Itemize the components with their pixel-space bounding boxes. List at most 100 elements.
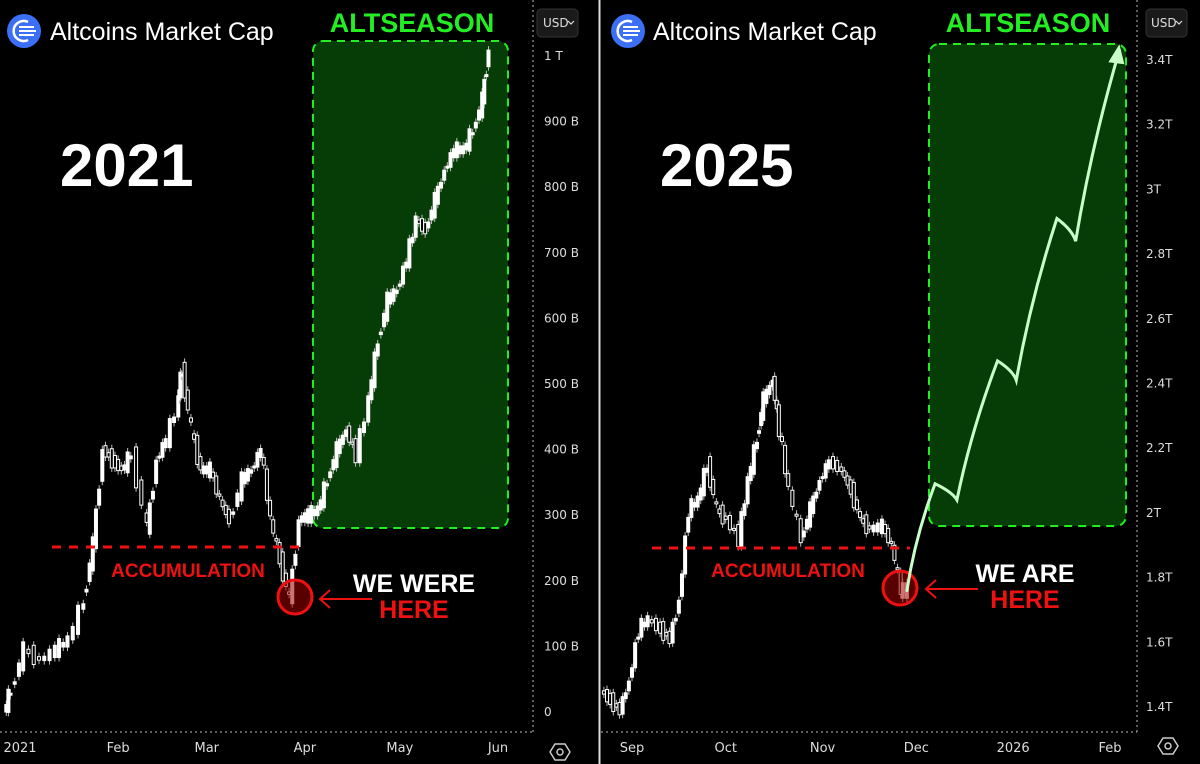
y-tick-label: 2T: [1146, 506, 1162, 520]
altseason-label: ALTSEASON: [946, 8, 1111, 38]
gear-hexagon-icon[interactable]: [549, 743, 571, 761]
x-tick-label: 2026: [997, 741, 1030, 756]
candle: [658, 621, 663, 634]
candle: [676, 599, 681, 614]
candle: [195, 434, 200, 465]
candle: [842, 470, 847, 478]
candle: [178, 371, 183, 399]
candle: [464, 142, 469, 151]
candle: [90, 536, 95, 572]
candle: [761, 391, 766, 421]
candle: [783, 444, 788, 475]
candle: [439, 181, 444, 189]
candle: [473, 121, 478, 129]
candle: [122, 464, 127, 471]
candle: [748, 466, 753, 482]
candle: [100, 449, 105, 482]
candle: [854, 499, 859, 511]
candle: [413, 215, 418, 238]
arrow-head-icon: [1108, 44, 1125, 65]
candle: [664, 632, 669, 637]
candle: [223, 504, 228, 516]
candle: [353, 438, 358, 464]
candle: [486, 49, 491, 68]
candle: [714, 501, 719, 505]
y-axis-ticks[interactable]: 1.4T 1.6T 1.8T 2T 2.2T 2.4T 2.6T 2.8T 3T 3.2T 3.4T: [1146, 53, 1173, 714]
candle: [794, 513, 799, 517]
candle: [723, 515, 728, 520]
candle: [337, 438, 342, 455]
gear-hexagon-icon[interactable]: [1157, 737, 1179, 755]
candle: [264, 468, 269, 501]
candle: [150, 490, 155, 500]
candle: [442, 169, 447, 181]
candle: [328, 471, 333, 479]
candle: [357, 428, 362, 464]
candle: [630, 667, 634, 678]
y-tick-label: 1 T: [544, 49, 563, 63]
candle: [93, 508, 98, 550]
candle: [889, 540, 894, 544]
x-tick-label: Nov: [810, 741, 836, 756]
y-tick-label: 2.4T: [1146, 377, 1173, 391]
candle: [226, 508, 231, 525]
y-axis-ticks[interactable]: 0 100 B 200 B 300 B 400 B 500 B 600 B 700 B 800 …: [544, 49, 579, 719]
candle: [112, 455, 117, 469]
candle: [302, 512, 307, 523]
candle: [125, 451, 130, 474]
candle: [144, 512, 149, 523]
candle: [299, 515, 304, 523]
chart-panel-2025: ALTSEASON ACCUMULATION WE ARE HERE Altco…: [601, 0, 1188, 756]
candles: [601, 372, 909, 719]
candle: [477, 109, 482, 121]
candle: [76, 604, 81, 635]
candle: [608, 692, 613, 705]
candle: [235, 492, 240, 507]
candle: [258, 448, 263, 458]
candle: [754, 441, 759, 450]
candle: [198, 456, 203, 471]
currency-selector[interactable]: USD: [536, 8, 579, 38]
candle: [432, 191, 437, 219]
x-tick-label: Dec: [904, 741, 929, 756]
candle: [830, 456, 835, 470]
y-tick-label: 2.8T: [1146, 247, 1173, 261]
candle: [720, 504, 725, 525]
x-axis-ticks[interactable]: Sep Oct Nov Dec 2026 Feb: [620, 741, 1122, 756]
candle: [192, 433, 197, 440]
candle: [119, 465, 124, 472]
candle: [623, 692, 628, 700]
candle: [139, 479, 144, 506]
candle: [103, 445, 108, 458]
candle: [790, 489, 795, 507]
x-tick-label: Feb: [107, 741, 130, 756]
candle: [6, 688, 11, 713]
candle: [391, 288, 396, 302]
candle: [605, 689, 610, 703]
candle: [252, 465, 257, 469]
currency-selector[interactable]: USD: [1145, 8, 1188, 38]
candle: [340, 434, 345, 445]
candle: [727, 514, 732, 531]
candle: [645, 615, 650, 628]
marker-line1: WE WERE: [353, 570, 475, 598]
candle: [823, 463, 828, 479]
candle: [271, 519, 276, 534]
candle: [811, 495, 816, 515]
candle: [31, 644, 36, 666]
candle: [315, 505, 320, 517]
x-axis-ticks[interactable]: 2021 Feb Mar Apr May Jun: [3, 741, 508, 756]
candle: [617, 701, 622, 716]
candle: [26, 648, 31, 655]
candle: [732, 527, 737, 531]
accumulation-label: ACCUMULATION: [111, 561, 265, 582]
candle: [36, 656, 41, 661]
y-tick-label: 700 B: [544, 246, 579, 260]
y-tick-label: 200 B: [544, 574, 579, 588]
candle: [845, 475, 850, 486]
candle: [160, 442, 165, 458]
x-tick-label: Jun: [487, 741, 508, 756]
chart-title: Altcoins Market Cap: [653, 18, 877, 46]
candle: [661, 621, 666, 641]
current-position-marker: [276, 578, 314, 616]
